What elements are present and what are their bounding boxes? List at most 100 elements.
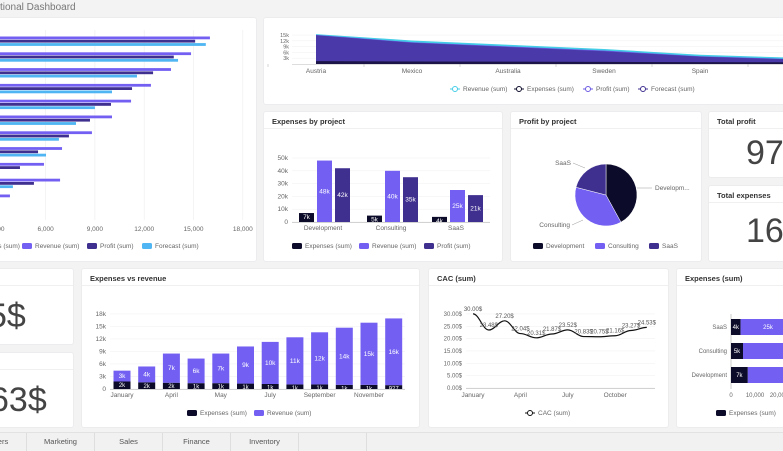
x-tick-label: May: [215, 392, 228, 399]
bar-expenses: [311, 384, 329, 389]
legend-item: Profit (sum): [437, 243, 471, 250]
bar-profit: [0, 71, 154, 75]
legend-item-swatch: [595, 243, 605, 249]
tab-more[interactable]: [299, 433, 367, 451]
bar-revenue: [743, 343, 783, 359]
data-label: 1k: [267, 385, 274, 391]
legend-item-swatch: [87, 243, 97, 249]
kpi-card-bottom: 63$: [0, 352, 74, 428]
bar-revenue: [286, 337, 304, 385]
bar-profit: [0, 103, 112, 106]
tab-ers[interactable]: ers: [0, 433, 27, 451]
y-tick-label: 50k: [278, 155, 289, 162]
bar-expenses: [113, 381, 131, 389]
y-tick-label: 0: [284, 219, 288, 226]
legend-item-swatch: [254, 410, 264, 416]
data-label: 2k: [168, 384, 175, 390]
bar-forecast: [0, 106, 95, 110]
y-tick-label: 10.00$: [444, 361, 463, 367]
tab-marketing[interactable]: Marketing: [27, 433, 95, 451]
pie-slice-saas: [575, 163, 607, 196]
y-tick-label: 3k: [283, 56, 289, 62]
x-tick-label: Mexico: [402, 68, 423, 75]
data-label: 1k: [242, 385, 249, 391]
bar-expenses: [212, 383, 230, 389]
data-label: 23.48$: [480, 323, 499, 329]
leader-line: [571, 219, 584, 226]
bar-forecast: [0, 185, 13, 189]
y-tick-label: 3k: [99, 373, 107, 380]
legend-item: Expenses (sum): [0, 243, 20, 250]
bar-forecast: [0, 74, 137, 78]
legend-item: Expenses (sum): [729, 410, 776, 417]
x-tick-label: Spain: [692, 68, 709, 75]
legend-item-marker-icon: [585, 86, 591, 92]
legend-item: Expenses (sum): [200, 410, 247, 417]
x-tick-label: September: [304, 392, 337, 399]
bar-profit: [0, 87, 133, 90]
y-tick-label: 40k: [278, 168, 289, 175]
bar-revenue: [0, 147, 63, 150]
data-label: 15k: [364, 351, 375, 358]
bar-revenue: [0, 36, 210, 40]
x-tick-label: November: [354, 392, 385, 399]
kpi-value: 63$: [0, 381, 47, 419]
bar-profit: [0, 118, 90, 122]
expenses-by-project-panel: Expenses by project: [263, 111, 503, 262]
data-label: 22.04$: [511, 327, 530, 333]
data-label: 21.87$: [543, 327, 562, 333]
legend-item: Expenses (sum): [305, 243, 352, 250]
bar-expenses: [237, 383, 254, 389]
x-tick-label: April: [514, 392, 528, 399]
tab-sales[interactable]: Sales: [95, 433, 163, 451]
data-label: 7k: [736, 373, 743, 379]
x-tick-label: Consulting: [376, 225, 407, 232]
y-tick-label: 15k: [280, 33, 289, 39]
data-label: 42k: [337, 192, 348, 199]
y-tick-label: 5.00$: [447, 374, 463, 380]
y-tick-label: Consulting: [699, 349, 727, 355]
data-label: 5k: [371, 217, 379, 224]
bar: [367, 215, 382, 222]
bar: [403, 177, 418, 222]
panel-title: Expenses by project: [272, 117, 345, 126]
legend-item-marker-icon: [527, 410, 533, 416]
y-tick-label: 15.00$: [444, 349, 463, 355]
bar-expenses: [286, 384, 304, 389]
dashboard-title: tional Dashboard: [0, 2, 76, 13]
y-tick-label: 6k: [283, 50, 289, 56]
bar-revenue: [360, 322, 378, 385]
data-label: 7k: [303, 214, 311, 221]
data-label: 1k: [193, 385, 200, 391]
y-tick-label: 9k: [99, 348, 107, 355]
legend-item-swatch: [649, 243, 659, 249]
x-tick-label: 18,000: [233, 226, 253, 233]
legend-item: Revenue (sum): [267, 410, 311, 417]
y-tick-label: 20.00$: [444, 337, 463, 343]
x-tick-label: Sweden: [592, 68, 616, 75]
bar-revenue: [747, 367, 783, 383]
bar-forecast: [0, 137, 59, 141]
data-label: 20.83$: [574, 330, 593, 336]
data-label: 35k: [405, 197, 416, 204]
data-label: 25k: [452, 203, 463, 210]
legend-item: Revenue (sum): [35, 243, 79, 250]
data-label: 1k: [218, 385, 225, 391]
bar-revenue: [0, 115, 112, 119]
legend-item: Forecast (sum): [651, 86, 695, 93]
data-label: 1k: [292, 386, 299, 392]
bar-revenue: [0, 194, 10, 198]
bar-forecast: [0, 43, 206, 46]
data-label: 21.16$: [606, 329, 625, 335]
y-tick-label: 0: [102, 386, 106, 393]
legend-item-swatch: [716, 410, 726, 416]
y-tick-label: 6k: [99, 361, 107, 368]
data-label: 2k: [119, 383, 126, 389]
tab-inventory[interactable]: Inventory: [231, 433, 299, 451]
bar-expenses: [261, 383, 279, 389]
total-expenses-value: 16,: [746, 212, 783, 250]
tab-finance[interactable]: Finance: [163, 433, 231, 451]
panel-title: CAC (sum): [437, 274, 476, 283]
bar: [468, 195, 483, 222]
x-tick-label: 9,000: [87, 226, 104, 233]
